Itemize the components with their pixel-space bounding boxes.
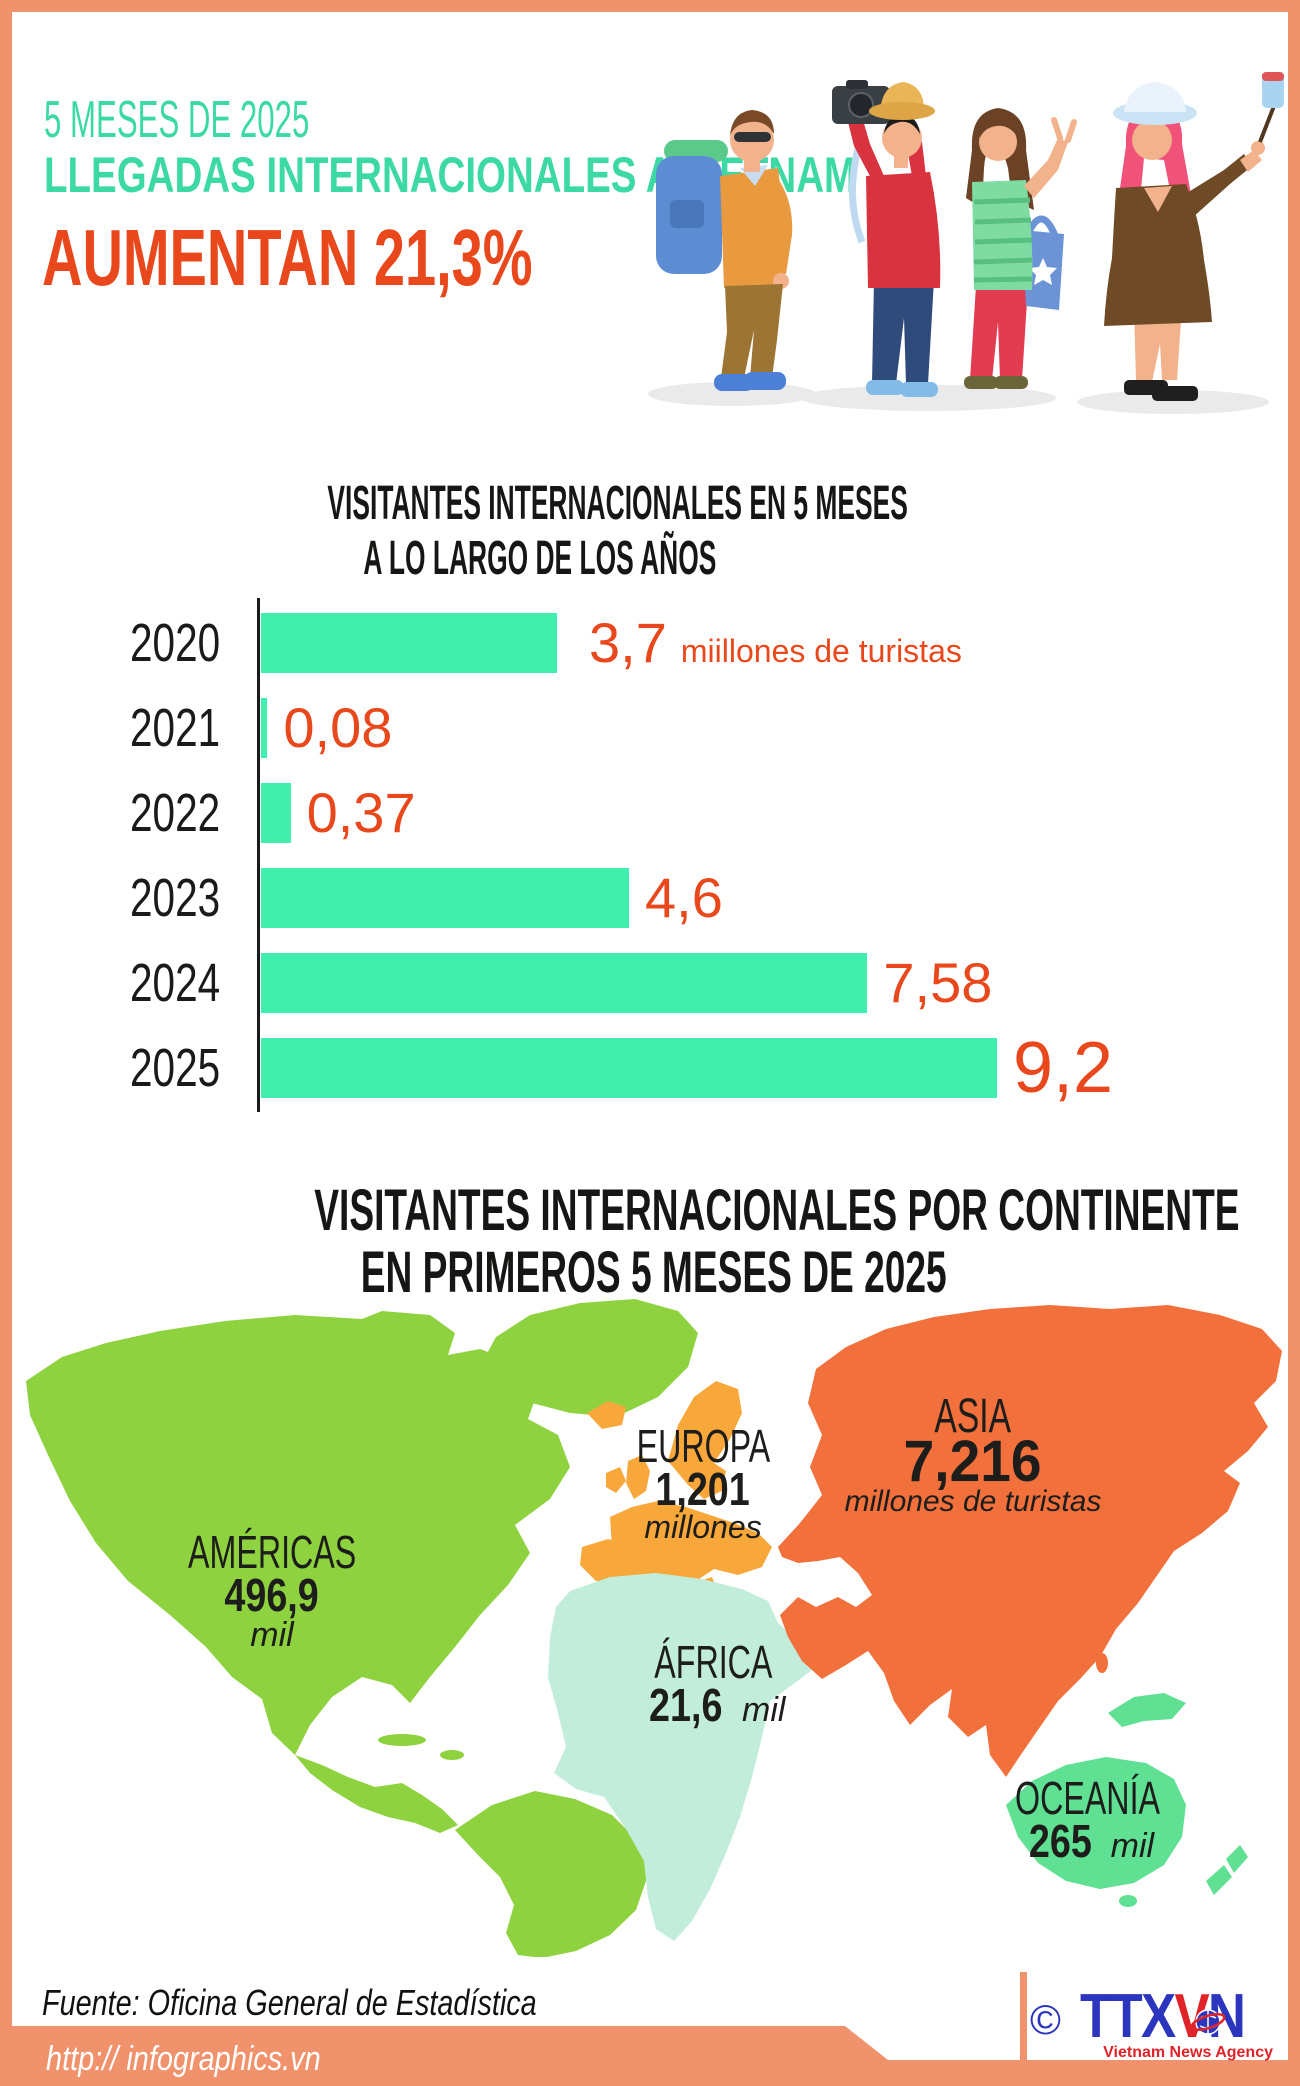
bar-row-2021: 2021 0,08 bbox=[0, 698, 1300, 758]
bar-value-2020: 3,7 miillones de turistas bbox=[589, 611, 962, 674]
bar-2023 bbox=[261, 868, 629, 928]
peace-sign-woman-figure bbox=[964, 108, 1077, 389]
backpacker-figure bbox=[656, 110, 793, 391]
world-map bbox=[26, 1299, 1282, 1957]
bar-value-2022: 0,37 bbox=[306, 781, 416, 844]
bar-2024 bbox=[261, 953, 868, 1013]
year-label: 2023 bbox=[129, 868, 220, 928]
globe-icon bbox=[1190, 2009, 1226, 2035]
bar-2020 bbox=[261, 613, 557, 673]
americas-landmass bbox=[26, 1299, 698, 1957]
europe-landmass bbox=[580, 1381, 772, 1611]
bar-row-2025: 2025 9,2 bbox=[0, 1028, 1300, 1108]
map-section-title: VISITANTES INTERNACIONALES POR CONTINENT… bbox=[314, 1178, 1240, 1305]
bar-2021 bbox=[261, 698, 268, 758]
bar-value-2024: 7,58 bbox=[883, 951, 993, 1014]
map-label-americas: AMÉRICAS 496,9 mil bbox=[187, 1526, 357, 1654]
year-label: 2021 bbox=[129, 698, 220, 758]
selfie-stick-woman-figure bbox=[1104, 72, 1284, 401]
source-note: Fuente: Oficina General de Estadística bbox=[42, 1982, 537, 2023]
bar-value-2023: 4,6 bbox=[645, 866, 723, 929]
bar-2025 bbox=[261, 1038, 997, 1098]
chart-axis bbox=[257, 598, 260, 1112]
map-label-asia: ASIA 7,216 millones de turistas bbox=[844, 1390, 1102, 1518]
year-label: 2022 bbox=[129, 783, 220, 843]
bar-2022 bbox=[261, 783, 291, 843]
bar-value-2021: 0,08 bbox=[283, 696, 393, 759]
bar-row-2024: 2024 7,58 bbox=[0, 953, 1300, 1013]
ttxvn-wordmark: TTXVN bbox=[1080, 1982, 1246, 2051]
map-label-oceania: OCEANÍA 265 mil bbox=[1015, 1772, 1161, 1867]
tourists-selfie-illustration-icon bbox=[648, 72, 1284, 414]
oceania-landmass bbox=[1006, 1693, 1248, 1907]
camera-man-figure bbox=[832, 80, 941, 397]
map-label-africa: ÁFRICA 21,6 mil bbox=[648, 1636, 786, 1731]
copyright-icon: © bbox=[1030, 1996, 1061, 2043]
bar-row-2020: 2020 3,7 miillones de turistas bbox=[0, 613, 1300, 673]
year-label: 2020 bbox=[129, 613, 220, 673]
year-label: 2024 bbox=[129, 953, 220, 1013]
bar-row-2022: 2022 0,37 bbox=[0, 783, 1300, 843]
header-headline: AUMENTAN 21,3% bbox=[42, 213, 533, 302]
footer-divider bbox=[1020, 1972, 1027, 2086]
bar-row-2023: 2023 4,6 bbox=[0, 868, 1300, 928]
year-label: 2025 bbox=[129, 1038, 220, 1098]
header-kicker: 5 MESES DE 2025 bbox=[44, 91, 310, 149]
ttxvn-logo: © TTXVN Vietnam News Agency bbox=[1028, 1982, 1278, 2062]
africa-landmass bbox=[548, 1573, 816, 1941]
bar-chart-title: VISITANTES INTERNACIONALES EN 5 MESES A … bbox=[327, 477, 908, 585]
ttxvn-subtext: Vietnam News Agency bbox=[1103, 2044, 1273, 2061]
bar-value-2025: 9,2 bbox=[1013, 1028, 1114, 1108]
map-label-europa: EUROPA 1,201 millones bbox=[636, 1420, 770, 1545]
asia-landmass bbox=[778, 1305, 1282, 1777]
footer-url: http:// infographics.vn bbox=[46, 2040, 321, 2078]
